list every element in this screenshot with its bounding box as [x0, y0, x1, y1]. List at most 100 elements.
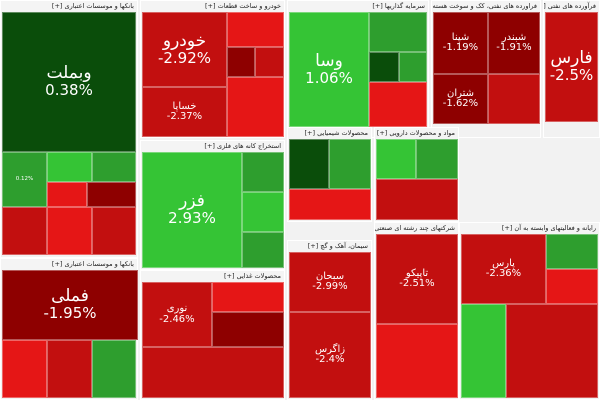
stock-cell[interactable]: [87, 182, 136, 207]
stock-change: -1.95%: [43, 304, 97, 323]
sector-auto: خودرو و ساخت قطعات [+]: [140, 0, 285, 138]
sector-header[interactable]: رایانه و فعالیتهای وابسته به آن [+]: [460, 223, 599, 234]
stock-cell[interactable]: وبملت 0.38%: [2, 12, 136, 152]
stock-cell[interactable]: [546, 234, 598, 269]
sector-header[interactable]: خودرو و ساخت قطعات [+]: [141, 1, 284, 12]
stock-cell[interactable]: شتران -1.62%: [433, 74, 488, 124]
sector-banks: بانکها و موسسات اعتباری [+]: [0, 0, 138, 258]
stock-change: 0.38%: [45, 81, 93, 100]
stock-cell[interactable]: [242, 152, 284, 192]
stock-change: -2.92%: [157, 48, 212, 67]
stock-cell[interactable]: وسا 1.06%: [289, 12, 369, 127]
stock-change: 1.06%: [305, 68, 353, 87]
stock-cell[interactable]: خساپا -2.37%: [142, 87, 227, 137]
stock-cell[interactable]: [212, 282, 284, 312]
stock-symbol: وسا: [315, 50, 343, 71]
sector-header[interactable]: استخراج کانه های فلزی [+]: [141, 141, 284, 152]
stock-cell[interactable]: [92, 207, 136, 255]
stock-symbol: سبحان: [315, 270, 345, 282]
stock-cell[interactable]: [47, 152, 92, 182]
stock-cell[interactable]: [47, 207, 92, 255]
stock-cell[interactable]: [242, 192, 284, 232]
stock-cell[interactable]: فملی -1.95%: [2, 270, 138, 340]
stock-symbol: شبندر: [501, 31, 527, 43]
stock-cell[interactable]: [289, 139, 329, 189]
stock-symbol: فارس: [550, 48, 593, 69]
sector-header[interactable]: بانکها و موسسات اعتباری [+]: [1, 259, 137, 270]
stock-change: -2.4%: [315, 354, 345, 365]
stock-cell[interactable]: [227, 12, 284, 47]
stock-cell[interactable]: [2, 340, 47, 398]
stock-symbol: فزر: [179, 191, 205, 212]
stock-change: -2.37%: [166, 111, 203, 122]
stock-cell[interactable]: [369, 12, 427, 52]
stock-cell[interactable]: [255, 47, 284, 77]
stock-cell[interactable]: [92, 340, 136, 398]
sector-header[interactable]: بانکها و موسسات اعتباری [+]: [1, 1, 137, 12]
stock-symbol: پارس: [492, 257, 515, 269]
stock-symbol: شتران: [446, 87, 475, 99]
stock-symbol: خودرو: [162, 30, 207, 51]
stock-cell[interactable]: [461, 304, 506, 398]
stock-change: -2.5%: [549, 66, 594, 85]
sector-metal: فراورده های نفتی، کک و سوخت هسته ای [+]: [431, 0, 541, 138]
stock-change: -2.51%: [399, 278, 435, 289]
sector-mining: استخراج کانه های فلزی [+]: [140, 140, 285, 270]
stock-cell[interactable]: [416, 139, 458, 179]
sector-header[interactable]: سیمان، آهک و گچ [+]: [288, 241, 371, 252]
stock-cell[interactable]: [47, 182, 87, 207]
stock-symbol: فملی: [51, 286, 89, 307]
stock-cell[interactable]: [369, 52, 399, 82]
sector-header[interactable]: سرمایه گذاریها [+]: [288, 1, 428, 12]
sector-header[interactable]: مواد و محصولات دارویی [+]: [375, 128, 458, 139]
stock-cell[interactable]: [376, 324, 458, 398]
stock-cell[interactable]: [92, 152, 136, 182]
stock-cell[interactable]: [227, 47, 255, 77]
stock-symbol: تاپیکو: [405, 267, 429, 279]
stock-cell[interactable]: [376, 139, 416, 179]
sector-header[interactable]: شرکتهای چند رشته ای صنعتی [+]: [375, 223, 458, 234]
stock-cell[interactable]: تاپیکو -2.51%: [376, 234, 458, 324]
stock-cell[interactable]: [212, 312, 284, 347]
stock-cell[interactable]: فزر 2.93%: [142, 152, 242, 268]
stock-cell[interactable]: نوری -2.46%: [142, 282, 212, 347]
stock-symbol: وبملت: [46, 63, 92, 84]
stock-change: -1.62%: [442, 98, 479, 109]
stock-change: -1.19%: [442, 42, 479, 53]
stock-cell[interactable]: فارس -2.5%: [545, 12, 598, 122]
stock-cell[interactable]: سبحان -2.99%: [289, 252, 371, 312]
stock-cell[interactable]: [376, 179, 458, 220]
stock-cell[interactable]: [142, 347, 284, 398]
stock-cell[interactable]: [488, 74, 540, 124]
sector-header[interactable]: فراورده های نفتی، کک و سوخت هسته ای [+]: [432, 1, 540, 12]
stock-symbol: شپنا: [451, 31, 470, 43]
stock-change: -2.36%: [485, 268, 522, 279]
sector-chem: محصولات شیمیایی [+]: [287, 127, 372, 222]
stock-change: -2.99%: [312, 281, 348, 292]
sector-pharma: مواد و محصولات دارویی [+]: [374, 127, 459, 222]
stock-cell[interactable]: [369, 82, 427, 127]
stock-cell[interactable]: شبندر -1.91%: [488, 12, 540, 74]
stock-cell[interactable]: [506, 304, 598, 398]
stock-symbol: خساپا: [172, 100, 197, 112]
stock-cell[interactable]: [47, 340, 92, 398]
stock-cell[interactable]: [242, 232, 284, 268]
stock-cell[interactable]: [227, 77, 284, 137]
sector-header[interactable]: فرآورده های نفتی [+]: [544, 1, 599, 12]
sector-header[interactable]: محصولات شیمیایی [+]: [288, 128, 371, 139]
stock-cell[interactable]: 0.12%: [2, 152, 47, 207]
stock-cell[interactable]: [546, 269, 598, 304]
stock-cell[interactable]: زاگرس -2.4%: [289, 312, 371, 398]
stock-cell[interactable]: [289, 189, 371, 220]
stock-cell[interactable]: خودرو -2.92%: [142, 12, 227, 87]
stock-cell[interactable]: پارس -2.36%: [461, 234, 546, 304]
stock-change: 2.93%: [168, 209, 216, 228]
stock-cell[interactable]: [2, 207, 47, 255]
stock-cell[interactable]: شپنا -1.19%: [433, 12, 488, 74]
stock-change: 0.12%: [15, 175, 34, 182]
stock-cell[interactable]: [329, 139, 371, 189]
stock-change: -1.91%: [496, 42, 532, 53]
sector-header[interactable]: محصولات غذایی [+]: [141, 271, 284, 282]
stock-cell[interactable]: [399, 52, 427, 82]
